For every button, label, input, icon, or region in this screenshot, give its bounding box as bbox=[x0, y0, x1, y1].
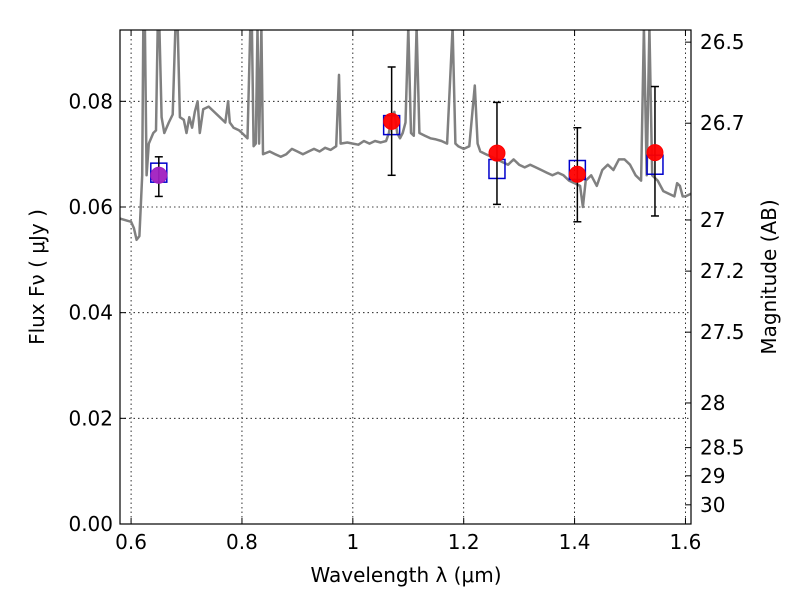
y2-tick-label: 28.5 bbox=[700, 436, 745, 460]
x-tick-label: 1.6 bbox=[670, 530, 702, 554]
x-tick-label: 1.4 bbox=[559, 530, 591, 554]
x-tick-label: 0.6 bbox=[115, 530, 147, 554]
observed-point bbox=[383, 112, 401, 130]
y-tick-label: 0.06 bbox=[68, 195, 113, 219]
y2-axis-label: Magnitude (AB) bbox=[757, 199, 781, 354]
plot-area bbox=[120, 30, 691, 242]
x-tick-label: 1.2 bbox=[448, 530, 480, 554]
axis-ticks: 0.6 0.8 1 1.2 1.4 1.6 0.00 0.02 0.04 0.06 0.08 26.5… bbox=[68, 30, 745, 554]
y2-tick-label: 29 bbox=[700, 464, 725, 488]
sed-line bbox=[120, 30, 691, 242]
y2-tick-label: 27.5 bbox=[700, 320, 745, 344]
observed-point bbox=[150, 166, 168, 184]
y2-tick-label: 28 bbox=[700, 391, 725, 415]
y2-tick-label: 26.7 bbox=[700, 111, 745, 135]
x-tick-label: 0.8 bbox=[226, 530, 258, 554]
observed-point bbox=[488, 144, 506, 162]
y2-tick-label: 26.5 bbox=[700, 30, 745, 54]
y-axis-label: Flux Fν ( μJy ) bbox=[25, 209, 49, 345]
x-tick-label: 1 bbox=[346, 530, 359, 554]
y-tick-label: 0.02 bbox=[68, 406, 113, 430]
y2-tick-label: 27 bbox=[700, 208, 725, 232]
grid-lines bbox=[120, 30, 691, 524]
plot-frame bbox=[119, 29, 692, 525]
y2-tick-label: 27.2 bbox=[700, 259, 745, 283]
y2-tick-label: 30 bbox=[700, 493, 725, 517]
x-axis-label: Wavelength λ (μm) bbox=[310, 563, 501, 587]
y-tick-label: 0.04 bbox=[68, 301, 113, 325]
observed-point bbox=[568, 165, 586, 183]
y-tick-label: 0.08 bbox=[68, 89, 113, 113]
y-tick-label: 0.00 bbox=[68, 512, 113, 536]
observed-point bbox=[646, 144, 664, 162]
markers bbox=[150, 66, 664, 223]
